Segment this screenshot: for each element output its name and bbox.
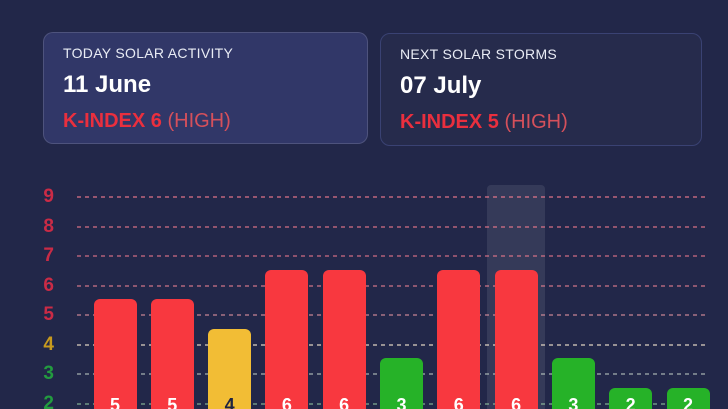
bar[interactable]: 2 [666, 387, 710, 409]
today-solar-activity-card: TODAY SOLAR ACTIVITY 11 June K-INDEX 6 (… [43, 32, 368, 144]
gridline [77, 314, 707, 317]
bar-value-label: 3 [568, 394, 579, 409]
bar-value-label: 4 [224, 394, 235, 409]
bar[interactable]: 2 [609, 387, 653, 409]
bar[interactable]: 4 [208, 328, 252, 409]
next-solar-storms-card: NEXT SOLAR STORMS 07 July K-INDEX 5 (HIG… [380, 33, 702, 146]
bar[interactable]: 5 [93, 299, 137, 409]
bar[interactable]: 6 [322, 269, 366, 409]
bar-value-label: 5 [167, 394, 178, 409]
card-title: NEXT SOLAR STORMS [400, 46, 558, 62]
bar-value-label: 3 [396, 394, 407, 409]
gridline [77, 284, 707, 287]
y-axis-tick-label: 3 [43, 363, 54, 385]
bar[interactable]: 3 [551, 358, 595, 409]
bar[interactable]: 3 [380, 358, 423, 409]
y-axis-tick-label: 8 [43, 215, 54, 237]
bar-value-label: 2 [682, 394, 693, 409]
today-date: 11 June [63, 71, 152, 98]
next-date: 07 July [400, 72, 482, 99]
gridline [77, 343, 707, 346]
bar-value-label: 6 [453, 394, 464, 409]
today-k-index-row: K-INDEX 6 (HIGH) [63, 109, 348, 133]
bar-value-label: 2 [625, 394, 636, 409]
gridline [77, 225, 707, 228]
bar-value-label: 5 [109, 394, 120, 409]
y-axis-tick-label: 4 [43, 333, 54, 355]
k-index-level: (HIGH) [167, 110, 231, 132]
k-index-value: K-INDEX 5 [400, 111, 499, 133]
y-axis-tick-label: 7 [43, 245, 54, 267]
bar[interactable]: 6 [494, 269, 538, 409]
bar-value-label: 6 [511, 394, 522, 409]
k-index-value: K-INDEX 6 [63, 110, 162, 132]
y-axis-tick-label: 2 [43, 393, 54, 409]
bar[interactable]: 5 [150, 299, 194, 409]
y-axis-tick-label: 5 [43, 304, 54, 326]
bar-value-label: 6 [339, 394, 350, 409]
bar-value-label: 6 [281, 394, 292, 409]
bar[interactable]: 6 [437, 269, 481, 409]
y-axis-tick-label: 9 [43, 186, 54, 208]
bar[interactable]: 6 [265, 269, 309, 409]
y-axis-tick-label: 6 [43, 274, 54, 296]
card-title: TODAY SOLAR ACTIVITY [63, 45, 234, 61]
k-index-level: (HIGH) [504, 111, 568, 133]
next-k-index-row: K-INDEX 5 (HIGH) [400, 110, 682, 134]
gridline [77, 196, 707, 199]
gridline [77, 255, 707, 258]
